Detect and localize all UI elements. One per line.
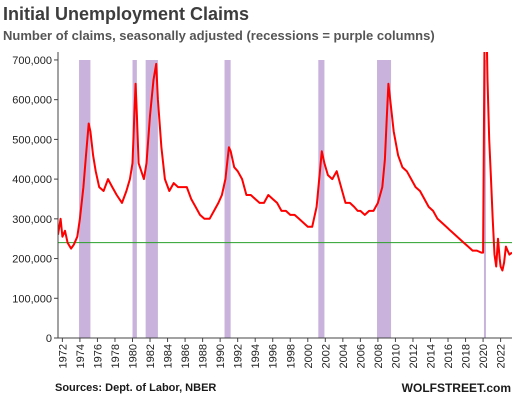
- y-tick-label: 700,000: [12, 55, 52, 67]
- x-tick-label: 1998: [285, 344, 297, 368]
- x-tick-label: 2006: [355, 344, 367, 368]
- x-tick-label: 2004: [338, 344, 350, 368]
- x-tick-label: 2012: [408, 344, 420, 368]
- y-axis-ticks: 0 100,000 200,000 300,000 400,000 500,000 600,…: [12, 55, 58, 345]
- axes: [57, 52, 512, 339]
- x-tick-label: 1976: [92, 344, 104, 368]
- recession-column-0: [79, 60, 91, 338]
- x-tick-label: 1972: [57, 344, 69, 368]
- recession-column-6: [483, 60, 486, 338]
- x-tick-label: 2022: [496, 344, 508, 368]
- chart-title: Initial Unemployment Claims: [3, 4, 250, 24]
- x-tick-label: 1974: [75, 344, 87, 368]
- x-tick-label: 2000: [303, 344, 315, 368]
- y-tick-label: 100,000: [12, 293, 52, 305]
- x-tick-label: 1984: [163, 344, 175, 368]
- x-tick-label: 2018: [461, 344, 473, 368]
- x-tick-label: 1996: [268, 344, 280, 368]
- x-tick-label: 2016: [443, 344, 455, 368]
- y-tick-label: 400,000: [12, 174, 52, 186]
- x-tick-label: 2008: [373, 344, 385, 368]
- x-tick-label: 2002: [320, 344, 332, 368]
- x-tick-label: 2010: [390, 344, 402, 368]
- recession-column-5: [377, 60, 392, 338]
- brand-watermark: WOLFSTREET.com: [401, 381, 511, 395]
- y-tick-label: 200,000: [12, 254, 52, 266]
- series-line-0: [58, 52, 512, 272]
- y-tick-label: 300,000: [12, 214, 52, 226]
- chart-subtitle: Number of claims, seasonally adjusted (r…: [3, 28, 435, 43]
- x-tick-label: 1978: [110, 344, 122, 368]
- recession-column-3: [224, 60, 231, 338]
- x-tick-label: 1982: [145, 344, 157, 368]
- x-tick-label: 2014: [425, 344, 437, 368]
- x-tick-label: 2020: [478, 344, 490, 368]
- y-tick-label: 0: [46, 333, 52, 345]
- recession-column-1: [132, 60, 137, 338]
- y-tick-label: 500,000: [12, 134, 52, 146]
- x-tick-label: 1990: [215, 344, 227, 368]
- source-note: Sources: Dept. of Labor, NBER: [55, 382, 217, 394]
- recession-column-4: [318, 60, 325, 338]
- x-tick-label: 1988: [198, 344, 210, 368]
- series-group: [58, 52, 512, 272]
- x-tick-label: 1980: [127, 344, 139, 368]
- x-tick-label: 1994: [250, 344, 262, 368]
- y-tick-label: 600,000: [12, 95, 52, 107]
- x-tick-label: 1986: [180, 344, 192, 368]
- x-axis-ticks: 1972 1974 1976 1978 1980 1982 1984 1986 1988 1990…: [57, 338, 508, 368]
- x-tick-label: 1992: [233, 344, 245, 368]
